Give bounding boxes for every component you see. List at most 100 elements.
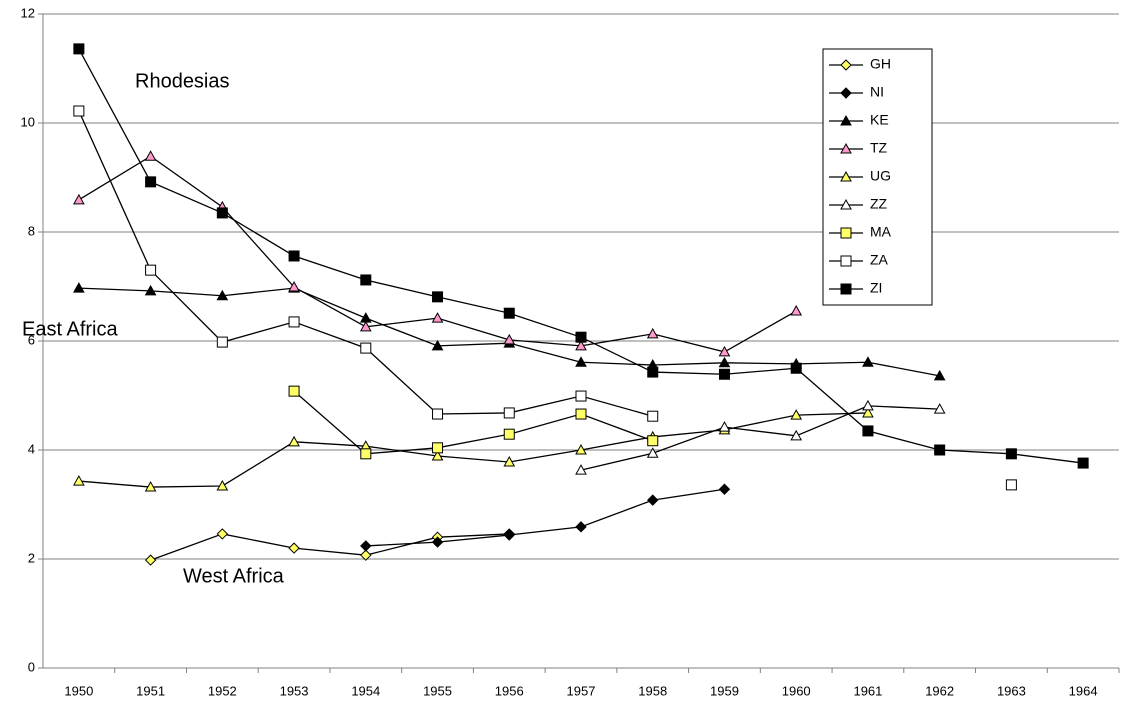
- x-tick-label: 1962: [925, 683, 954, 698]
- x-tick-label: 1961: [853, 683, 882, 698]
- marker: [288, 250, 300, 262]
- marker: [360, 342, 372, 354]
- marker: [862, 356, 874, 367]
- marker: [646, 447, 659, 458]
- marker: [840, 255, 852, 267]
- marker: [647, 494, 659, 506]
- marker: [431, 449, 444, 461]
- marker: [646, 327, 659, 339]
- marker: [575, 521, 587, 533]
- marker: [288, 316, 300, 328]
- annotation: Rhodesias: [135, 70, 230, 92]
- marker: [840, 198, 852, 210]
- marker: [73, 105, 85, 117]
- marker: [718, 345, 731, 357]
- legend-label: KE: [870, 112, 889, 128]
- marker: [73, 43, 85, 55]
- marker: [647, 366, 659, 378]
- marker: [503, 428, 515, 440]
- marker: [718, 368, 730, 380]
- x-tick-label: 1950: [64, 683, 93, 698]
- y-tick-label: 0: [28, 659, 35, 674]
- marker: [575, 408, 587, 420]
- marker: [790, 409, 803, 420]
- legend: GH NI KE TZ UG ZZ MA ZA ZI: [822, 48, 933, 306]
- marker: [359, 312, 372, 323]
- marker: [790, 429, 803, 441]
- marker: [1005, 479, 1017, 491]
- marker: [216, 289, 229, 301]
- series-line: [580, 405, 940, 471]
- marker: [503, 529, 515, 541]
- marker: [503, 333, 516, 345]
- marker: [575, 464, 587, 475]
- marker: [360, 540, 372, 552]
- x-tick-label: 1956: [495, 683, 524, 698]
- series-line: [293, 390, 653, 455]
- marker: [432, 291, 444, 303]
- marker: [432, 408, 444, 420]
- marker: [216, 528, 229, 540]
- marker: [1077, 457, 1089, 469]
- marker: [432, 442, 444, 454]
- marker: [503, 455, 516, 467]
- series-line: [365, 488, 725, 547]
- series-line: [150, 533, 510, 561]
- marker: [647, 435, 659, 447]
- marker: [73, 475, 85, 486]
- marker: [575, 331, 587, 343]
- marker: [840, 142, 852, 154]
- marker: [216, 336, 228, 348]
- marker: [718, 421, 731, 432]
- x-tick-label: 1959: [710, 683, 739, 698]
- y-tick-label: 2: [28, 550, 35, 565]
- marker: [1005, 448, 1017, 460]
- x-tick-label: 1958: [638, 683, 667, 698]
- marker: [718, 483, 731, 495]
- y-tick-label: 4: [28, 441, 35, 456]
- marker: [360, 549, 372, 561]
- x-tick-label: 1951: [136, 683, 165, 698]
- y-tick-label: 6: [28, 332, 35, 347]
- marker: [840, 114, 852, 126]
- marker: [360, 274, 372, 286]
- marker: [933, 369, 946, 381]
- x-tick-label: 1955: [423, 683, 452, 698]
- marker: [144, 481, 157, 492]
- marker: [933, 403, 946, 414]
- marker: [216, 207, 228, 219]
- annotation: West Africa: [183, 565, 285, 587]
- marker: [431, 339, 444, 351]
- marker: [840, 227, 852, 239]
- marker: [431, 312, 444, 323]
- marker: [575, 390, 587, 402]
- marker: [862, 399, 874, 411]
- marker: [288, 385, 300, 397]
- marker: [73, 193, 85, 205]
- marker: [862, 425, 874, 437]
- marker: [360, 448, 372, 460]
- x-tick-label: 1957: [567, 683, 596, 698]
- series-line: [78, 287, 940, 377]
- marker: [790, 362, 802, 374]
- marker: [145, 176, 157, 188]
- marker: [575, 339, 587, 351]
- x-tick-label: 1963: [997, 683, 1026, 698]
- marker: [840, 87, 852, 99]
- marker: [840, 283, 852, 295]
- annotation: East Africa: [22, 318, 118, 340]
- x-tick-label: 1960: [782, 683, 811, 698]
- y-tick-label: 12: [21, 5, 35, 20]
- marker: [288, 281, 300, 292]
- marker: [790, 304, 803, 316]
- legend-label: ZI: [870, 280, 882, 296]
- marker: [144, 554, 157, 566]
- marker: [431, 536, 444, 548]
- marker: [359, 320, 372, 332]
- marker: [216, 479, 229, 491]
- legend-label: ZZ: [870, 196, 888, 212]
- y-tick-label: 8: [28, 223, 35, 238]
- marker: [503, 307, 515, 319]
- marker: [647, 410, 659, 422]
